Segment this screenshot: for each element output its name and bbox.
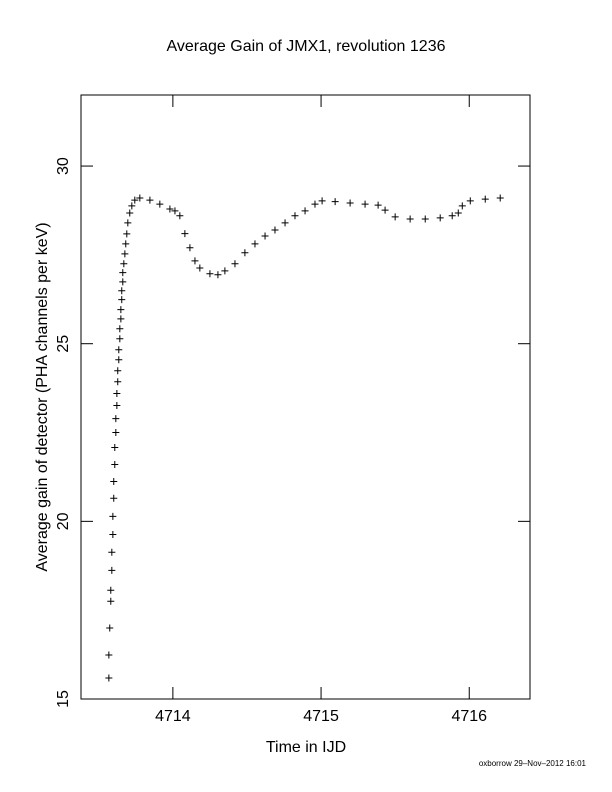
footer: oxborrow 29–Nov–2012 16:01 <box>479 759 587 768</box>
chart-title: Average Gain of JMX1, revolution 1236 <box>167 38 446 55</box>
point <box>181 230 189 238</box>
point <box>119 269 127 277</box>
point <box>231 260 239 268</box>
point <box>381 206 389 214</box>
point <box>128 202 136 210</box>
point <box>124 219 132 227</box>
point <box>346 199 354 207</box>
y-tick-label: 30 <box>55 157 72 175</box>
x-tick-label: 4716 <box>451 708 487 725</box>
point <box>117 315 125 323</box>
point <box>115 346 123 354</box>
point <box>105 674 113 682</box>
y-tick-label: 20 <box>55 512 72 530</box>
point <box>118 287 126 295</box>
point <box>261 232 269 240</box>
point <box>156 200 164 208</box>
point <box>466 197 474 205</box>
point <box>171 207 179 215</box>
point <box>436 214 444 222</box>
point <box>176 212 184 220</box>
point <box>391 213 399 221</box>
point <box>113 389 121 397</box>
y-axis-label: Average gain of detector (PHA channels p… <box>34 222 51 571</box>
point <box>271 226 279 234</box>
point <box>109 530 117 538</box>
point <box>481 195 489 203</box>
point <box>109 512 117 520</box>
point <box>196 264 204 272</box>
point <box>311 200 319 208</box>
point <box>136 194 144 202</box>
point <box>251 240 259 248</box>
point <box>112 429 120 437</box>
point <box>110 494 118 502</box>
point <box>318 197 326 205</box>
y-tick-label: 15 <box>55 690 72 708</box>
point <box>281 219 289 227</box>
point <box>111 461 119 469</box>
point <box>122 240 130 248</box>
point <box>126 209 134 217</box>
point <box>421 215 429 223</box>
y-tick-label: 25 <box>55 335 72 353</box>
point <box>114 367 122 375</box>
point <box>448 212 456 220</box>
point <box>117 306 125 314</box>
point <box>361 200 369 208</box>
point <box>118 296 126 304</box>
point <box>166 205 174 213</box>
point <box>114 378 122 386</box>
point <box>119 278 127 286</box>
point <box>107 597 115 605</box>
point <box>121 250 129 258</box>
point <box>146 196 154 204</box>
plot-frame <box>80 94 531 700</box>
point <box>241 249 249 257</box>
point <box>214 271 222 279</box>
point <box>106 624 114 632</box>
x-axis-label: Time in IJD <box>266 739 346 756</box>
point <box>406 215 414 223</box>
point <box>115 356 123 364</box>
point <box>116 325 124 333</box>
point <box>112 415 120 423</box>
point <box>105 651 113 659</box>
x-tick-label: 4714 <box>155 708 191 725</box>
point <box>458 202 466 210</box>
point <box>131 196 139 204</box>
point <box>120 260 128 268</box>
point <box>108 548 116 556</box>
point <box>221 267 229 275</box>
point <box>123 230 131 238</box>
point <box>496 194 504 202</box>
point <box>331 198 339 206</box>
point <box>186 244 194 252</box>
point <box>110 478 118 486</box>
point <box>108 566 116 574</box>
point <box>107 586 115 594</box>
point <box>113 402 121 410</box>
point <box>206 270 214 278</box>
point <box>191 257 199 265</box>
point <box>116 335 124 343</box>
point <box>454 209 462 217</box>
point <box>301 207 309 215</box>
point <box>374 201 382 209</box>
x-tick-label: 4715 <box>303 708 339 725</box>
point <box>111 443 119 451</box>
point <box>291 212 299 220</box>
